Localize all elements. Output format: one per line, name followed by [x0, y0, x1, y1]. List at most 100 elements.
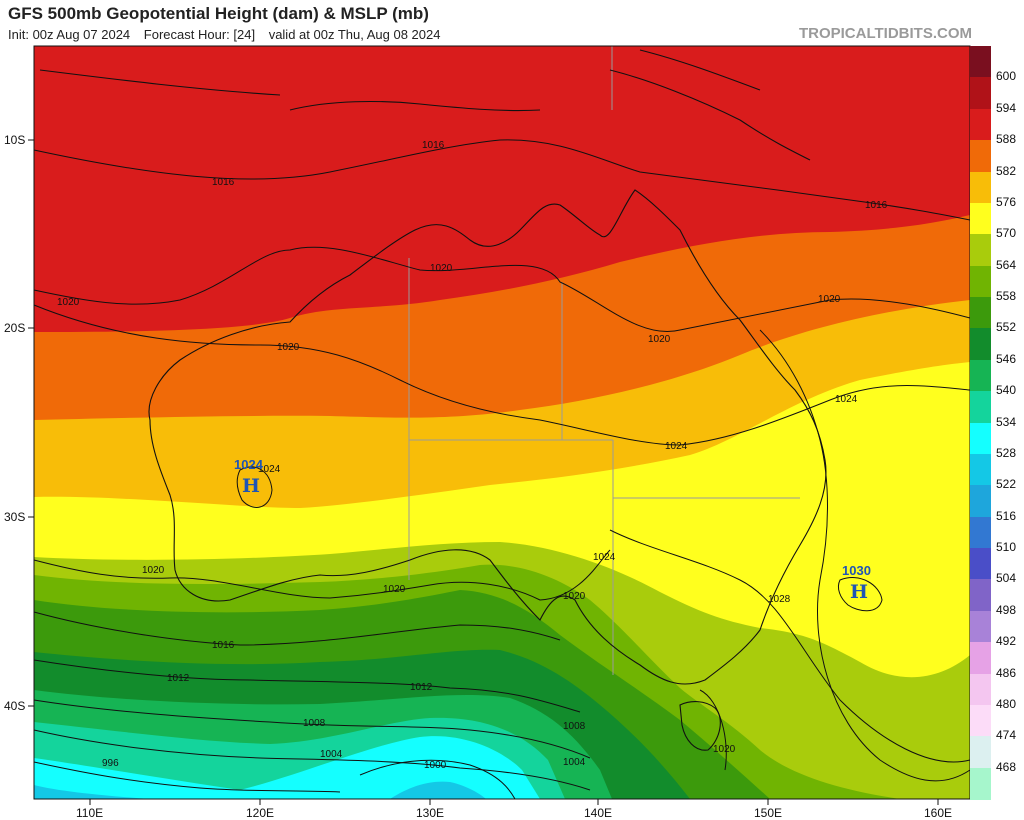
lat-label: 40S	[4, 699, 25, 713]
colorbar-segment	[970, 422, 991, 455]
colorbar-segment	[970, 359, 991, 392]
isobar-label: 1028	[768, 594, 791, 605]
isobar-label: 1012	[167, 673, 190, 684]
isobar-label: 1020	[430, 263, 453, 274]
high-value: 1030	[842, 563, 871, 578]
isobar-label: 1016	[865, 200, 888, 211]
colorbar-segment	[970, 548, 991, 580]
isobar-label: 1020	[57, 297, 80, 308]
colorbar-segment	[970, 140, 991, 172]
colorbar-segment	[970, 485, 991, 518]
coastlines	[39, 49, 827, 751]
isobar-label: 1024	[835, 394, 858, 405]
lon-label: 160E	[924, 806, 952, 820]
state-borders	[408, 46, 800, 675]
colorbar-segment	[970, 202, 991, 235]
colorbar-segment	[970, 297, 991, 329]
colorbar	[970, 46, 991, 800]
isobar-labels: 1016 1016 1016 1020 1020 1020 1020 1020 …	[57, 140, 888, 771]
colorbar-label: 522	[996, 477, 1017, 492]
lon-label: 140E	[584, 806, 612, 820]
height-bands	[34, 46, 970, 799]
colorbar-segment	[970, 736, 991, 769]
colorbar-label: 468	[996, 759, 1017, 774]
colorbar-label: 510	[996, 540, 1017, 554]
isobar-label: 1024	[593, 552, 616, 563]
isobar-label: 1004	[320, 749, 343, 760]
colorbar-label: 504	[996, 571, 1017, 586]
lat-labels: 10S 20S 30S 40S	[4, 133, 25, 713]
colorbar-segment	[970, 767, 991, 800]
colorbar-segment	[970, 77, 991, 110]
colorbar-label: 552	[996, 320, 1017, 335]
colorbar-label: 534	[996, 414, 1017, 429]
forecast-hour: Forecast Hour: [24]	[143, 27, 256, 42]
colorbar-label: 528	[996, 445, 1017, 460]
map-subtitle: Init: 00z Aug 07 2024 Forecast Hour: [24…	[8, 27, 450, 42]
colorbar-label: 498	[996, 602, 1017, 617]
map-title: GFS 500mb Geopotential Height (dam) & MS…	[8, 4, 429, 23]
lon-label: 120E	[246, 806, 274, 820]
isobar-label: 1020	[277, 342, 300, 353]
colorbar-segment	[970, 265, 991, 298]
isobar-label: 1016	[212, 177, 235, 188]
colorbar-label: 570	[996, 226, 1017, 241]
isobar-label: 1020	[383, 584, 406, 595]
isobar-label: 1024	[258, 464, 281, 475]
lon-label: 110E	[76, 806, 103, 820]
lat-label: 10S	[4, 133, 25, 147]
isobars	[33, 139, 971, 800]
lon-labels: 110E 120E 130E 140E 150E 160E	[76, 806, 952, 820]
colorbar-segment	[970, 610, 991, 643]
colorbar-segment	[970, 516, 991, 549]
colorbar-segment	[970, 171, 991, 204]
isobar-label: 1020	[142, 565, 165, 576]
colorbar-label: 558	[996, 289, 1017, 303]
colorbar-segment	[970, 453, 991, 486]
colorbar-label: 486	[996, 665, 1017, 680]
isobar-label: 1008	[563, 721, 586, 732]
colorbar-segment	[970, 328, 991, 361]
colorbar-label: 564	[996, 257, 1017, 272]
isobar-label: 1020	[713, 744, 736, 755]
high-pressure-centers: 1024 H 1030 H	[234, 457, 871, 603]
colorbar-segment	[970, 234, 991, 267]
colorbar-label: 546	[996, 351, 1017, 366]
colorbar-label: 600	[996, 69, 1017, 84]
colorbar-label: 480	[996, 696, 1017, 711]
isobar-label: 1020	[818, 294, 841, 305]
lat-label: 30S	[4, 510, 25, 524]
isobar-label: 1004	[563, 757, 586, 768]
isobar-label: 1024	[665, 441, 688, 452]
colorbar-segment	[970, 391, 991, 423]
init-time: Init: 00z Aug 07 2024	[8, 27, 131, 42]
isobar-label: 1016	[212, 640, 235, 651]
colorbar-segment	[970, 46, 991, 78]
colorbar-label: 576	[996, 194, 1017, 209]
high-marker: H	[850, 581, 868, 603]
colorbar-segment	[970, 579, 991, 612]
lon-label: 130E	[416, 806, 444, 820]
isobar-label: 1016	[422, 140, 445, 151]
lat-label: 20S	[4, 321, 25, 335]
colorbar-label: 588	[996, 132, 1017, 147]
isobar-label: 1008	[303, 718, 326, 729]
colorbar-segment	[970, 642, 991, 674]
colorbar-label: 540	[996, 383, 1017, 398]
axis-ticks	[28, 139, 939, 805]
colorbar-label: 474	[996, 728, 1017, 743]
isobar-label: 1020	[563, 591, 586, 602]
isobar-label: 996	[102, 758, 119, 769]
colorbar-label: 594	[996, 100, 1017, 115]
colorbar-label: 516	[996, 508, 1017, 523]
colorbar-segment	[970, 704, 991, 737]
high-value: 1024	[234, 457, 264, 472]
colorbar-label: 582	[996, 163, 1017, 178]
colorbar-label: 492	[996, 634, 1017, 649]
isobar-label: 1012	[410, 682, 433, 693]
isobar-label: 1000	[424, 760, 447, 771]
isobar-label: 1020	[648, 334, 671, 345]
valid-time: valid at 00z Thu, Aug 08 2024	[268, 27, 441, 42]
colorbar-segment	[970, 108, 991, 141]
